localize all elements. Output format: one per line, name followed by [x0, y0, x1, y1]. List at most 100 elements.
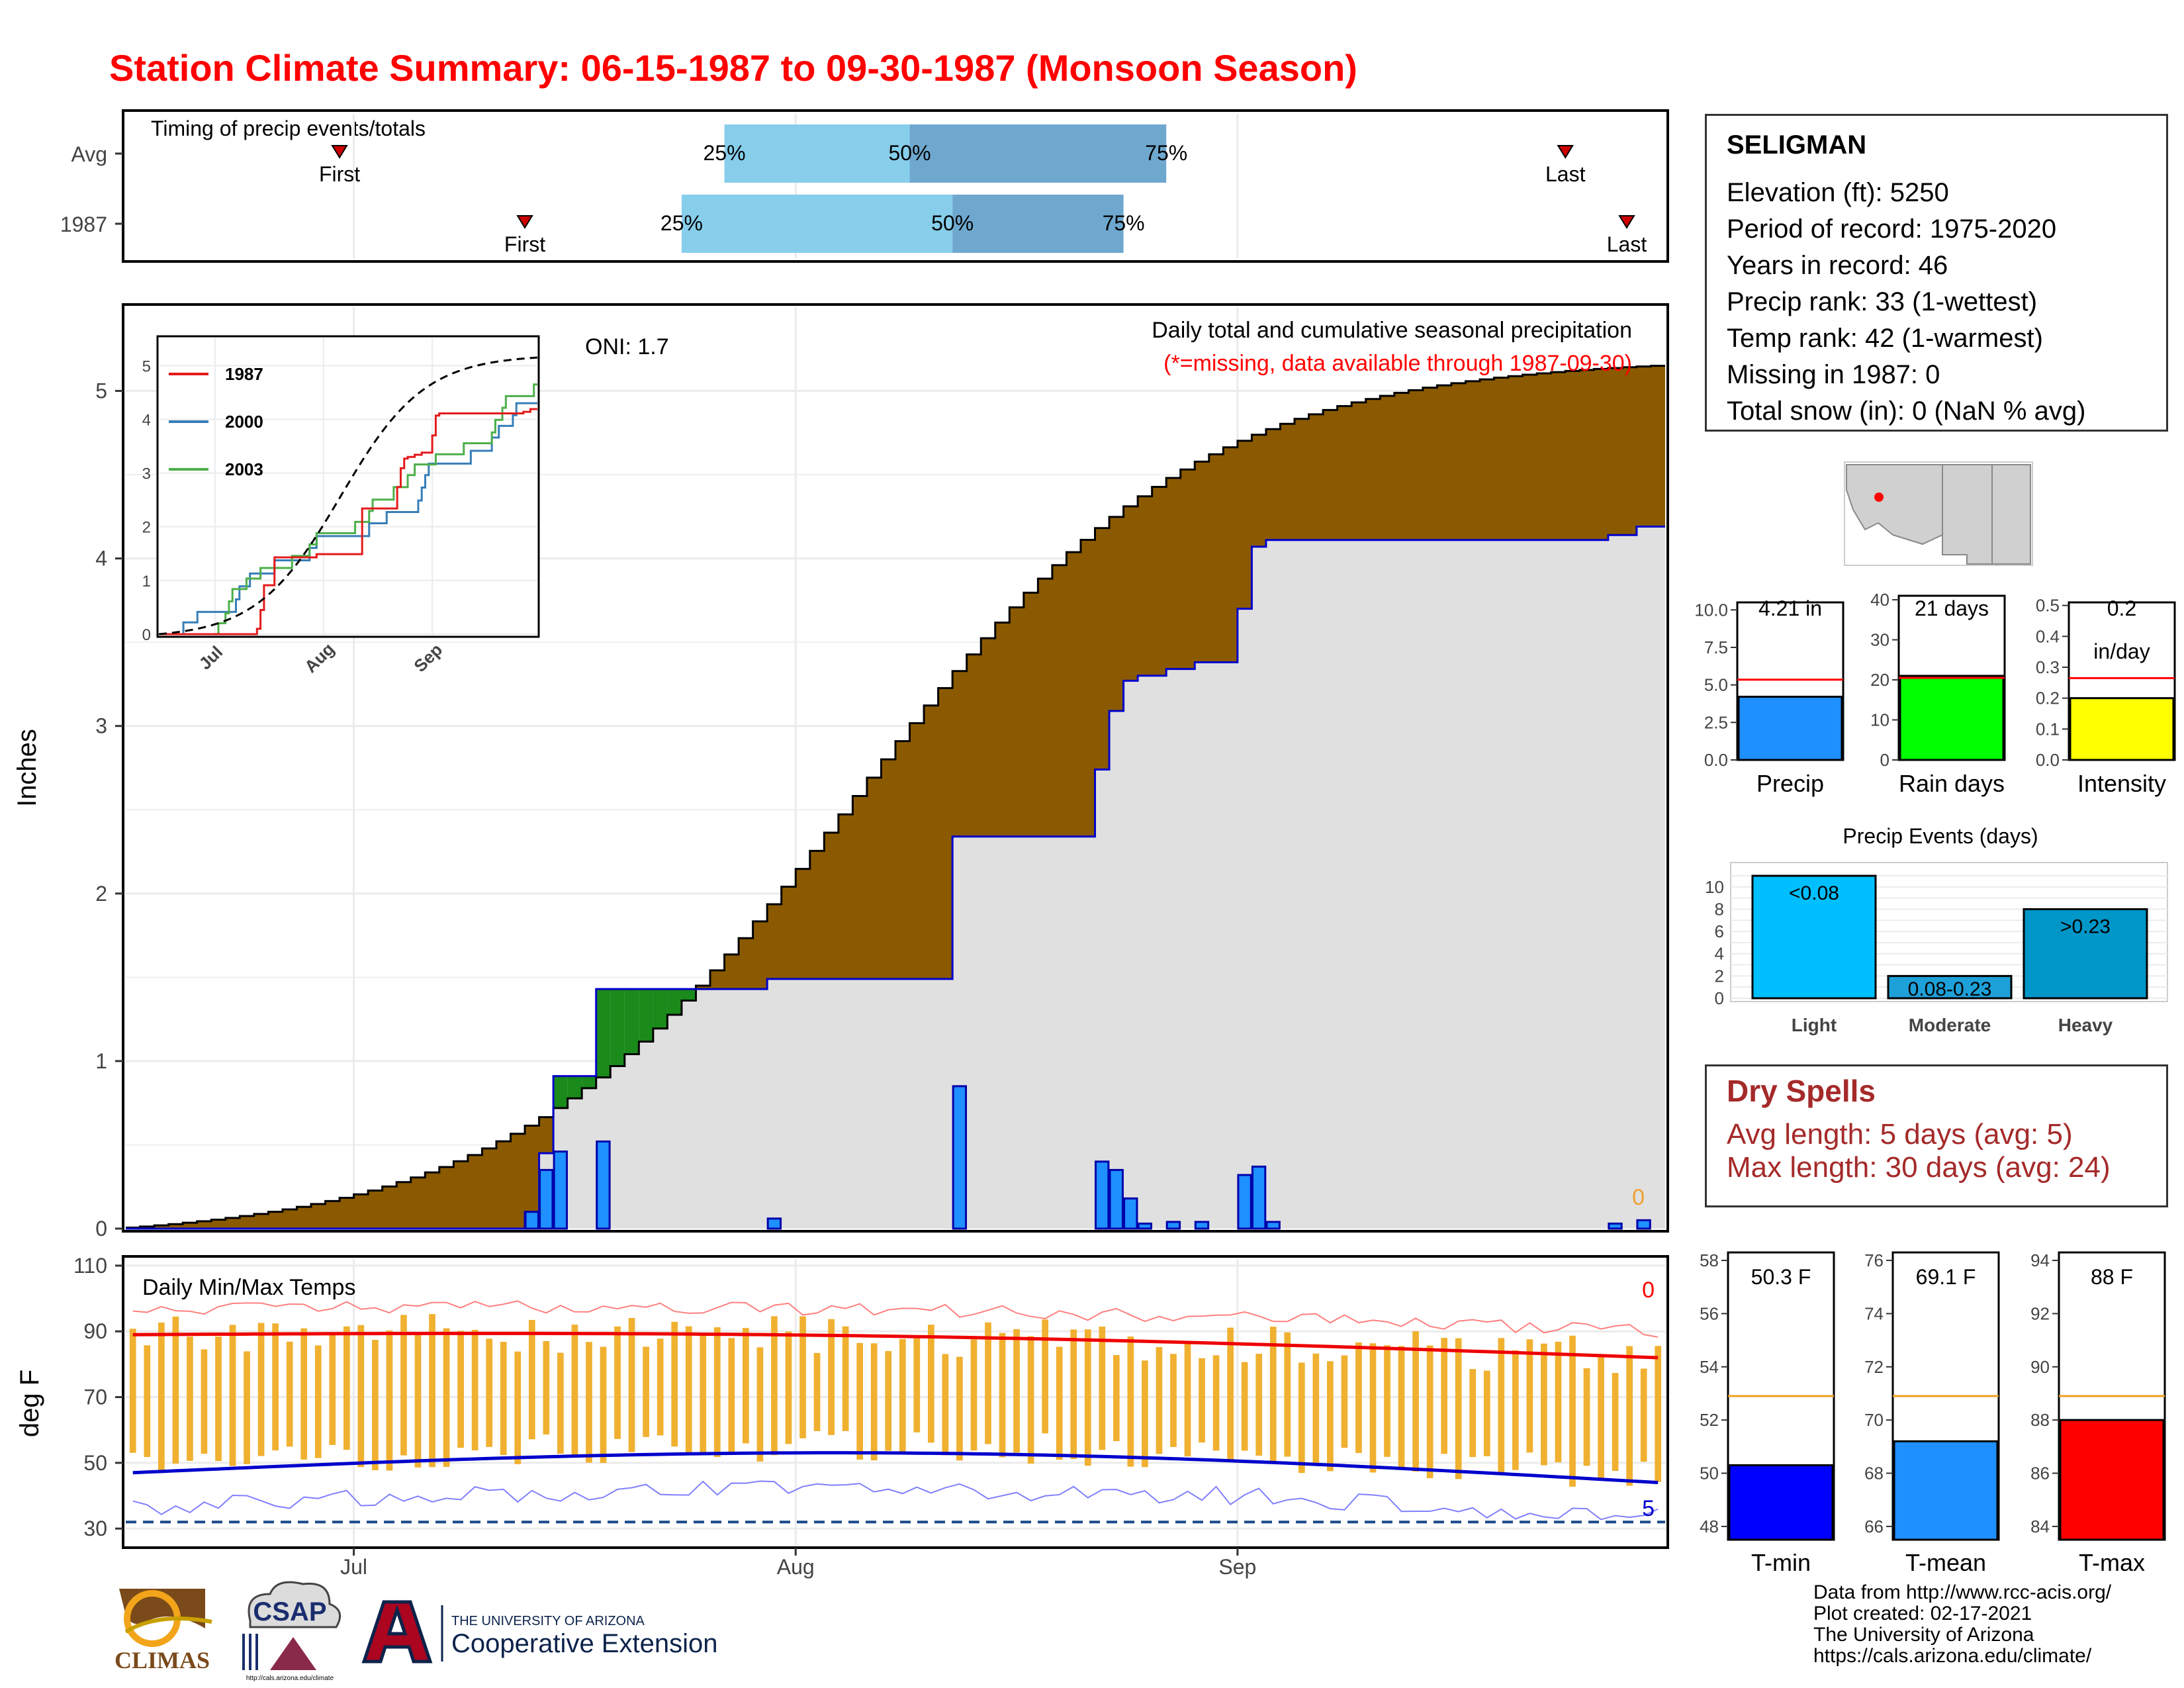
inset-legend-label: 1987 — [225, 364, 263, 384]
daily-temp-range-bar — [657, 1338, 664, 1436]
inset-ytick-label: 3 — [142, 465, 151, 483]
daily-temp-range-bar — [514, 1351, 522, 1464]
inset-legend-label: 2003 — [225, 459, 263, 479]
tmax-tick-label: 90 — [2030, 1357, 2050, 1377]
inset-ytick-label: 2 — [142, 519, 151, 537]
precip-ytick-label: 1 — [95, 1049, 107, 1073]
events-bar-label: <0.08 — [1789, 882, 1839, 904]
daily-temp-range-bar — [628, 1318, 635, 1452]
daily-precip-bar — [1123, 1197, 1138, 1230]
cumulative-surplus — [596, 989, 611, 1078]
daily-temp-range-bar — [1127, 1336, 1134, 1467]
daily-precip-bar — [766, 1217, 782, 1230]
timing-marker-label: First — [504, 232, 545, 256]
daily-temp-range-bar — [1312, 1353, 1320, 1466]
precip-panel: Inches ONI: 1.7 Daily total and cumulati… — [13, 303, 1669, 1241]
timing-bar-50-75 — [909, 124, 1167, 183]
station-years: Years in record: 46 — [1727, 251, 1948, 280]
ua-logo-line2: Cooperative Extension — [451, 1629, 717, 1658]
timing-marker — [331, 145, 348, 159]
inset-ytick-label: 0 — [142, 626, 151, 644]
daily-precip-bar — [1165, 1221, 1181, 1230]
daily-temp-range-bar — [1341, 1355, 1348, 1448]
daily-temp-range-bar — [813, 1352, 821, 1431]
daily-temp-range-bar — [1512, 1350, 1519, 1470]
credit-line: Plot created: 02-17-2021 — [1813, 1603, 2032, 1624]
intensity-tick-label: 0.1 — [2036, 719, 2060, 739]
page-title: Station Climate Summary: 06-15-1987 to 0… — [109, 47, 1357, 89]
intensity-bar — [2069, 697, 2175, 761]
daily-temp-range-bar — [343, 1326, 350, 1450]
daily-temp-range-bar — [1284, 1332, 1291, 1457]
tmean-label: T-mean — [1905, 1549, 1986, 1576]
daily-temp-range-bar — [671, 1321, 678, 1447]
daily-temp-range-bar — [1199, 1358, 1205, 1443]
daily-precip-bar — [1109, 1168, 1124, 1230]
timing-marker — [1557, 145, 1574, 159]
inset-line-1987 — [159, 408, 537, 635]
temp-ytick-label: 30 — [83, 1517, 107, 1540]
precip-label: Precip — [1756, 770, 1824, 797]
daily-temp-range-bar — [1355, 1342, 1362, 1453]
daily-temp-range-bar — [1156, 1347, 1163, 1454]
daily-temp-range-bar — [899, 1338, 906, 1454]
ua-logo-line1: THE UNIVERSITY OF ARIZONA — [451, 1614, 645, 1628]
daily-temp-range-bar — [329, 1333, 336, 1445]
daily-precip-bar — [1137, 1222, 1153, 1230]
avg-min-line — [132, 1451, 1659, 1485]
tmean-tick-label: 70 — [1864, 1410, 1884, 1430]
climas-logo-text: CLIMAS — [114, 1647, 210, 1673]
daily-temp-range-bar — [486, 1338, 493, 1447]
events-category-label: Light — [1792, 1015, 1837, 1035]
events-ytick-label: 4 — [1715, 944, 1724, 964]
daily-precip-bar — [1265, 1221, 1281, 1230]
daily-temp-range-bar — [1170, 1354, 1177, 1447]
timing-pct-label: 50% — [931, 211, 974, 235]
daily-temp-range-bar — [300, 1328, 308, 1460]
daily-temp-range-bar — [443, 1328, 450, 1468]
precip-ytick-label: 5 — [95, 379, 107, 403]
daily-temp-range-bar — [244, 1351, 250, 1464]
daily-temp-range-bar — [187, 1336, 193, 1461]
daily-temp-range-bar — [856, 1342, 864, 1460]
timing-marker — [516, 215, 533, 229]
ua-logo: THE UNIVERSITY OF ARIZONA Cooperative Ex… — [361, 1600, 717, 1664]
daily-temp-range-bar — [1369, 1343, 1377, 1473]
cumulative-deficit-fill — [126, 365, 1665, 1229]
temp-panel: Daily Min/Max Temps deg F 0 5 30 50 70 90 11… — [15, 1254, 1669, 1579]
daily-temp-range-bar — [1626, 1346, 1633, 1486]
daily-temp-range-bar — [286, 1341, 293, 1447]
precip-tick-label: 10.0 — [1694, 600, 1728, 620]
precip-value-label: 4.21 in — [1758, 596, 1822, 620]
tmax-tick-label: 94 — [2030, 1250, 2050, 1270]
daily-temp-range-bar — [257, 1323, 265, 1456]
timing-row-label: Avg — [71, 142, 107, 166]
dry-spells-max: Max length: 30 days (avg: 24) — [1727, 1151, 2111, 1184]
rain-days-tick-label: 20 — [1870, 670, 1889, 690]
daily-temp-range-bar — [1269, 1327, 1277, 1462]
events-bar — [1751, 874, 1877, 1000]
tmax-bar — [2059, 1419, 2165, 1541]
daily-temp-range-bar — [429, 1314, 435, 1468]
csap-logo-text: CSAP — [253, 1597, 326, 1626]
daily-temp-range-bar — [771, 1316, 778, 1456]
timing-pct-label: 25% — [660, 211, 703, 235]
timing-pct-label: 50% — [889, 141, 931, 165]
intensity-label: Intensity — [2077, 770, 2166, 797]
cumulative-surplus — [681, 989, 696, 1001]
cumulative-surplus — [567, 1076, 582, 1099]
tmean-tick-label: 76 — [1864, 1250, 1884, 1270]
tmax-tick-label: 92 — [2030, 1303, 2050, 1323]
intensity-tick-label: 0.3 — [2036, 657, 2060, 677]
temp-xtick-label: Aug — [777, 1555, 815, 1579]
daily-temp-range-bar — [471, 1329, 478, 1450]
daily-temp-range-bar — [1569, 1335, 1576, 1487]
tmax-tick-label: 84 — [2030, 1517, 2050, 1536]
cumulative-observed-fill — [126, 526, 1665, 1229]
daily-temp-range-bar — [1469, 1369, 1477, 1458]
timing-pct-label: 25% — [704, 141, 746, 165]
daily-temp-range-bar — [870, 1343, 878, 1461]
daily-temp-range-bar — [1398, 1346, 1405, 1468]
precip-header: Daily total and cumulative seasonal prec… — [1152, 318, 1632, 343]
daily-temp-range-bar — [386, 1330, 393, 1471]
